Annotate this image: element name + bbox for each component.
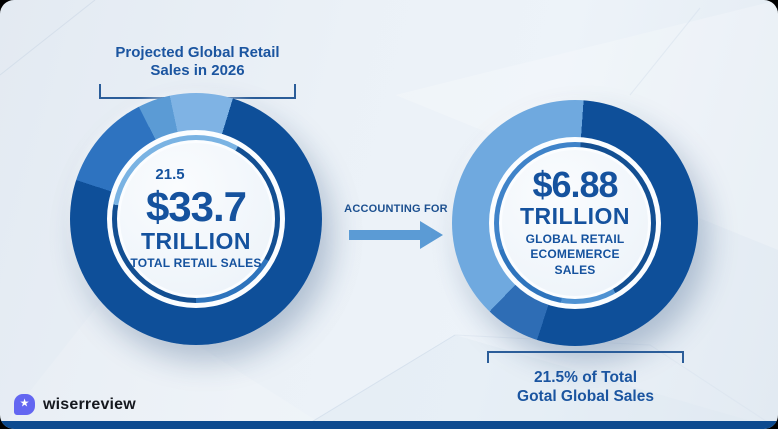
caption-bracket — [487, 351, 684, 363]
connector-label: ACCOUNTING FOR — [344, 203, 448, 215]
connector-block: ACCOUNTING FOR — [344, 203, 448, 250]
donut-center: 21.5 $33.7 TRILLION TOTAL RETAIL SALES — [120, 143, 272, 295]
caption-line2: Gotal Global Sales — [517, 388, 654, 406]
ecommerce-label-line3: SALES — [554, 263, 596, 278]
ecommerce-unit: TRILLION — [519, 203, 631, 230]
chart-title-block: Projected Global Retail Sales in 2026 — [99, 44, 296, 99]
donut-center: $6.88 TRILLION GLOBAL RETAIL ECOMEMERCE … — [502, 150, 648, 296]
total-retail-value: $33.7 — [145, 182, 247, 230]
total-retail-label: TOTAL RETAIL SALES — [130, 256, 262, 271]
ecommerce-value: $6.88 — [532, 164, 618, 206]
donut-chart-total-retail: 21.5 $33.7 TRILLION TOTAL RETAIL SALES — [70, 93, 322, 345]
caption-block: 21.5% of Total Gotal Global Sales — [487, 351, 684, 407]
chart-title-line1: Projected Global Retail — [115, 44, 280, 61]
star-icon: ★ — [19, 397, 30, 410]
watermark-label: wiserreview — [43, 395, 136, 413]
watermark: ★ wiserreview — [14, 394, 136, 415]
ecommerce-label-line2: ECOMEMERCE — [530, 247, 620, 262]
caption-line1: 21.5% of Total — [533, 369, 638, 386]
right-arrow-icon — [349, 221, 443, 249]
star-badge-icon: ★ — [14, 394, 35, 415]
ecommerce-label-line1: GLOBAL RETAIL — [525, 231, 625, 246]
footer-bar — [0, 421, 778, 429]
annotation-21-5: 21.5 — [155, 165, 185, 183]
total-retail-unit: TRILLION — [140, 227, 252, 254]
chart-title-line2: Sales in 2026 — [150, 62, 245, 80]
donut-chart-ecommerce: $6.88 TRILLION GLOBAL RETAIL ECOMEMERCE … — [452, 100, 698, 346]
